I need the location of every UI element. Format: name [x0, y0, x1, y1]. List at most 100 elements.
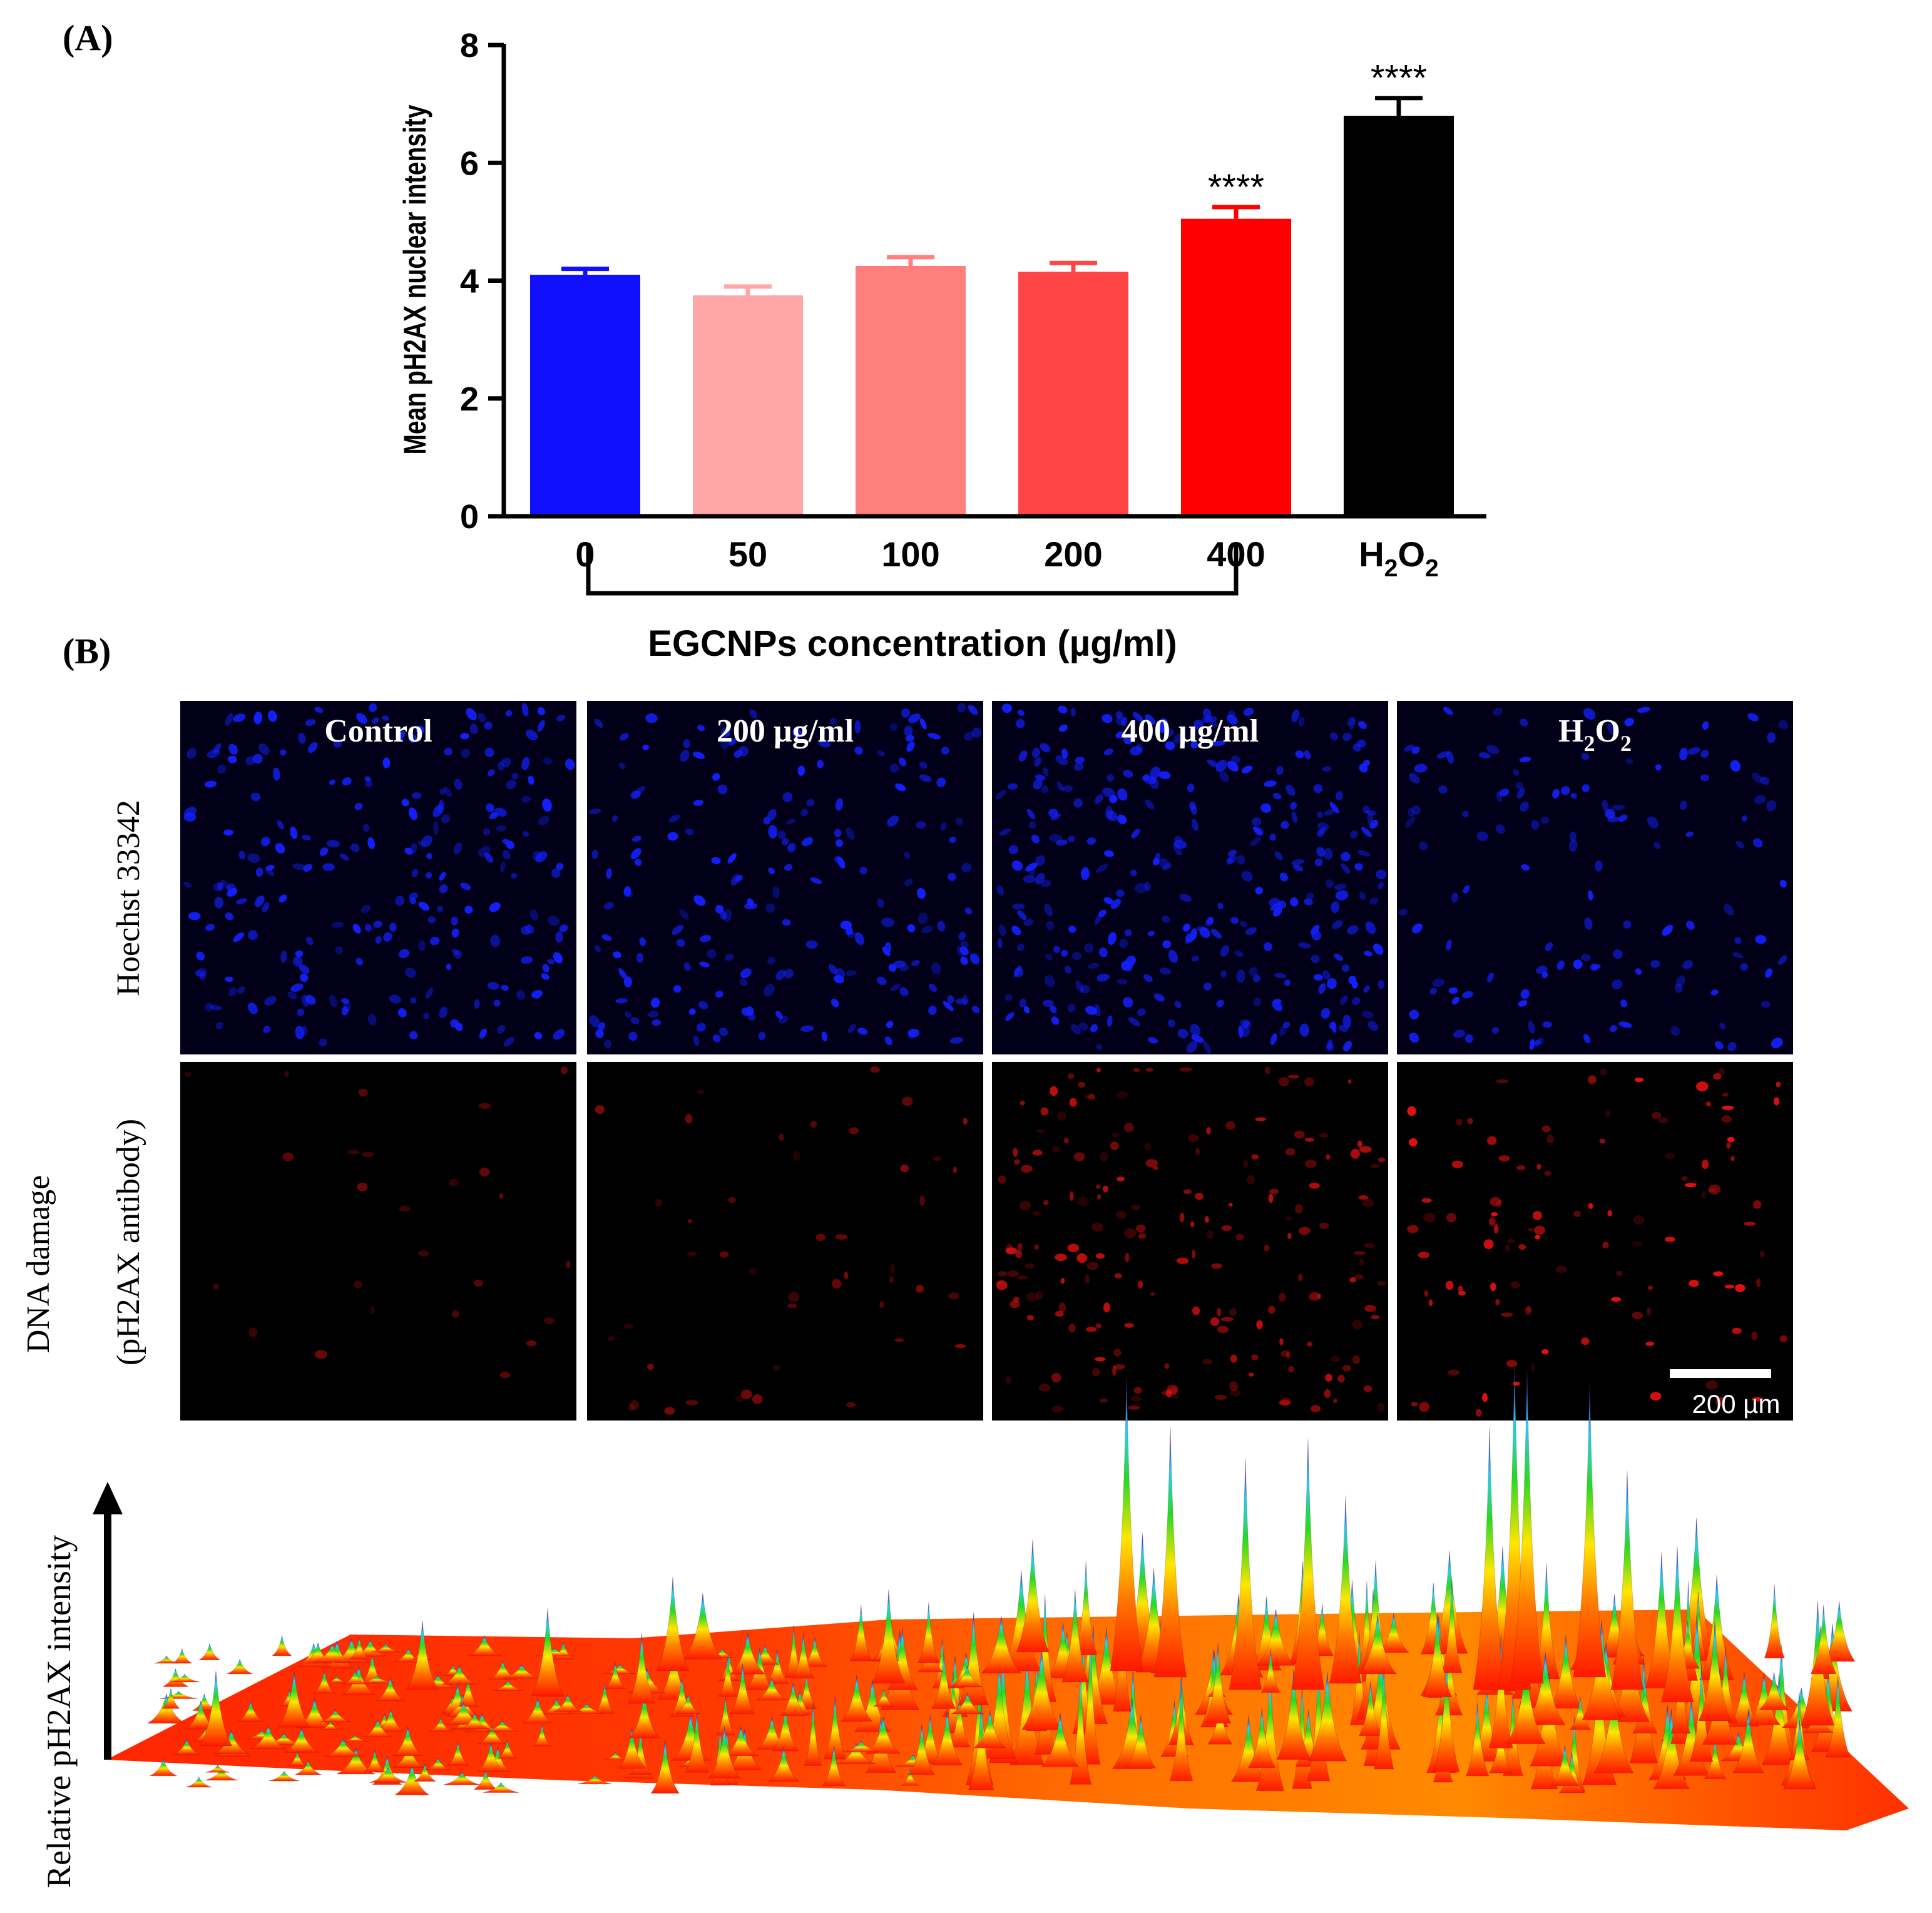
intensity-peak: [271, 1635, 293, 1656]
intensity-peak: [931, 1653, 957, 1709]
intensity-peak: [685, 1711, 709, 1773]
intensity-peak: [363, 1749, 387, 1773]
bar: [693, 295, 803, 516]
intensity-peak: [840, 1675, 874, 1722]
intensity-peak: [406, 1620, 439, 1690]
intensity-peak: [459, 1711, 490, 1730]
intensity-peak: [227, 1658, 253, 1675]
column-labels: Control 200 µg/ml 400 µg/ml H2O2: [324, 713, 1632, 756]
intensity-peak: [1732, 1710, 1765, 1773]
y-tick-label: 0: [460, 498, 479, 536]
intensity-peak: [312, 1670, 337, 1694]
x-tick-label: 50: [728, 534, 767, 574]
intensity-peak: [237, 1701, 264, 1722]
intensity-peak: [767, 1747, 800, 1782]
intensity-peak: [492, 1680, 524, 1691]
intensity-peak: [371, 1643, 401, 1653]
intensity-peak: [1810, 1604, 1837, 1675]
intensity-peak: [342, 1670, 367, 1685]
intensity-peak: [627, 1633, 657, 1704]
intensity-peak: [1822, 1601, 1856, 1662]
intensity-peak: [205, 1764, 230, 1773]
intensity-peak: [650, 1739, 680, 1794]
intensity-peak: [1291, 1439, 1325, 1690]
intensity-peak: [532, 1723, 552, 1747]
intensity-peak: [900, 1768, 921, 1786]
intensity-peak: [213, 1730, 250, 1755]
intensity-peak: [324, 1737, 363, 1757]
ph2ax-image: [180, 1062, 576, 1421]
y-tick-label: 8: [460, 27, 479, 64]
intensity-peak: [531, 1608, 565, 1696]
intensity-peak: [424, 1757, 452, 1770]
image-tiles: [180, 701, 1793, 1421]
intensity-peak: [656, 1576, 690, 1671]
y-tick-label: 4: [460, 263, 479, 300]
y-axis-title: Mean pH2AX nuclear intensity: [397, 105, 432, 454]
intensity-peak: [414, 1763, 436, 1782]
intensity-peak: [1204, 1643, 1232, 1724]
intensity-peak: [1610, 1470, 1644, 1690]
intensity-peak: [1573, 1382, 1607, 1678]
intensity-peak: [312, 1643, 352, 1663]
intensity-peak: [162, 1668, 189, 1687]
intensity-peak: [1689, 1591, 1708, 1661]
intensity-peak: [836, 1742, 876, 1765]
column-label: 400 µg/ml: [1122, 713, 1259, 749]
intensity-peak: [765, 1650, 790, 1685]
intensity-peak: [604, 1752, 627, 1760]
intensity-peak: [1229, 1457, 1262, 1690]
intensity-peak: [1358, 1681, 1383, 1737]
ph2ax-image: [587, 1062, 983, 1421]
intensity-peak: [1422, 1613, 1453, 1698]
intensity-peak: [917, 1602, 940, 1663]
intensity-peak: [362, 1718, 393, 1738]
intensity-peak: [161, 1688, 181, 1709]
intensity-peak: [502, 1663, 541, 1679]
error-bars: [561, 96, 1423, 296]
row-label-hoechst: Hoechst 33342: [111, 800, 146, 996]
intensity-peak: [325, 1675, 348, 1683]
intensity-peak: [377, 1708, 405, 1732]
intensity-peak: [521, 1698, 554, 1724]
intensity-peak: [287, 1751, 307, 1767]
intensity-peak: [980, 1616, 1023, 1674]
x-tick-label: H2O2: [1359, 534, 1438, 582]
intensity-peak: [1153, 1426, 1187, 1678]
intensity-peak: [951, 1665, 983, 1688]
intensity-peak: [1247, 1707, 1276, 1768]
hoechst-image: [180, 701, 576, 1054]
surface-axis-label: Relative pH2AX intensity: [40, 1535, 78, 1888]
intensity-peak: [973, 1710, 1007, 1748]
intensity-peak: [198, 1643, 221, 1661]
column-label: 200 µg/ml: [717, 713, 854, 749]
intensity-peak: [150, 1757, 177, 1777]
intensity-peak: [1549, 1635, 1583, 1709]
x-axis-ticks: 0 50 100 200 400 H2O2: [575, 534, 1438, 582]
intensity-peak: [186, 1776, 212, 1788]
intensity-arrow-head: [93, 1482, 123, 1514]
intensity-peak: [771, 1707, 800, 1752]
intensity-peak: [1377, 1613, 1410, 1653]
significance-label: ****: [1371, 58, 1427, 99]
intensity-peak: [1510, 1370, 1544, 1684]
microscopy-grid: Control 200 µg/ml 400 µg/ml H2O2 200 µm: [178, 700, 1796, 1422]
intensity-peak: [603, 1663, 637, 1675]
intensity-peak: [1110, 1376, 1143, 1671]
intensity-peak: [1169, 1682, 1193, 1782]
intensity-peak: [476, 1742, 506, 1772]
intensity-peak: [951, 1691, 984, 1715]
column-label: H2O2: [1558, 713, 1632, 756]
intensity-peak: [277, 1670, 312, 1728]
surface-peaks: [147, 1364, 1856, 1795]
y-tick-label: 2: [460, 380, 479, 418]
intensity-peak: [792, 1633, 815, 1679]
row-label-ph2ax-antibody: (pH2AX antibody): [111, 1119, 146, 1365]
intensity-peak: [823, 1695, 847, 1760]
scale-bar: [1670, 1369, 1771, 1378]
x-axis-title: EGCNPs concentration (µg/ml): [648, 623, 1177, 664]
intensity-peak: [755, 1678, 788, 1701]
intensity-peak: [715, 1695, 736, 1736]
